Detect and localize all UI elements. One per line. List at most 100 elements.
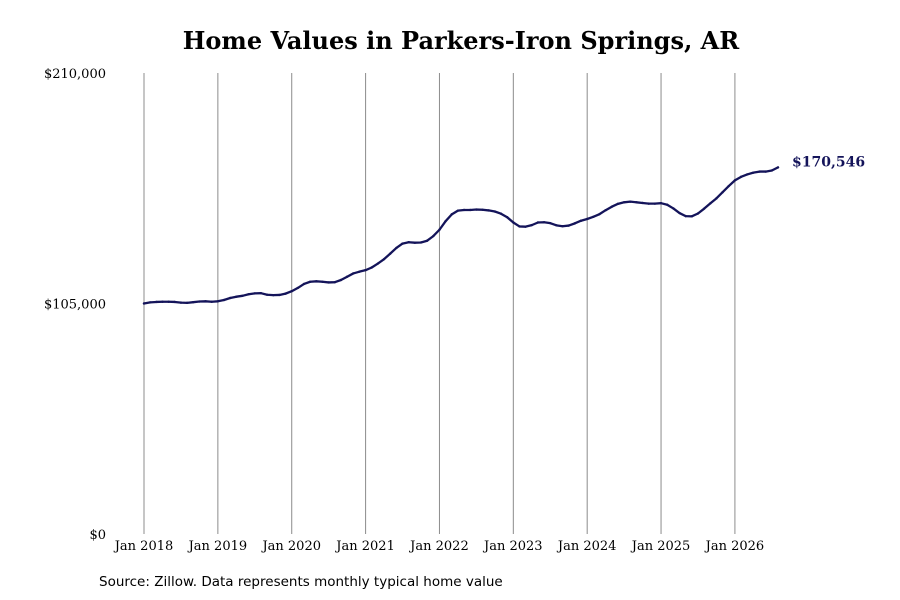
data-point <box>493 210 497 213</box>
data-point <box>776 166 780 169</box>
data-point <box>653 202 657 205</box>
data-point <box>382 257 386 261</box>
data-point <box>216 300 220 303</box>
data-point <box>278 293 281 297</box>
data-point <box>296 286 300 290</box>
data-point <box>407 241 410 244</box>
data-point <box>265 293 269 296</box>
data-point <box>666 203 669 206</box>
data-point <box>456 209 460 212</box>
data-point <box>635 201 638 204</box>
data-point <box>302 282 306 286</box>
data-point <box>469 208 472 212</box>
x-tick-label: Jan 2018 <box>113 539 174 554</box>
home-value-line <box>142 166 780 305</box>
data-point <box>185 301 189 305</box>
data-point <box>604 209 607 212</box>
data-point <box>647 202 650 205</box>
data-point <box>696 212 700 215</box>
x-tick-label: Jan 2025 <box>630 539 691 554</box>
data-point <box>204 300 207 303</box>
data-point <box>721 191 724 194</box>
data-point <box>579 219 583 222</box>
data-point <box>629 200 632 203</box>
data-point <box>567 224 570 227</box>
data-point <box>616 202 620 206</box>
data-point <box>198 300 201 303</box>
y-tick-label: $0 <box>89 528 106 543</box>
x-tick-label: Jan 2024 <box>556 539 617 554</box>
data-point <box>585 217 589 221</box>
data-point <box>450 213 453 216</box>
data-point <box>739 175 743 179</box>
y-tick-label: $210,000 <box>44 67 106 82</box>
data-point <box>752 171 755 174</box>
data-point <box>395 246 398 250</box>
data-point <box>419 241 423 244</box>
data-point <box>241 294 244 298</box>
data-point <box>715 197 718 200</box>
data-point <box>179 301 183 304</box>
data-point <box>444 219 447 223</box>
x-tick-label: Jan 2023 <box>482 539 543 554</box>
data-point <box>376 262 380 265</box>
data-point <box>148 301 152 304</box>
data-point <box>222 298 226 302</box>
data-point <box>370 266 373 269</box>
data-point <box>339 278 343 282</box>
data-point <box>505 216 509 219</box>
data-point <box>610 205 614 208</box>
data-point <box>764 170 767 173</box>
data-point <box>345 275 349 278</box>
data-point <box>475 208 478 211</box>
data-points <box>142 166 780 305</box>
data-point <box>530 223 533 227</box>
y-tick-label: $105,000 <box>44 298 106 313</box>
data-point <box>401 242 404 245</box>
chart-title: Home Values in Parkers-Iron Springs, AR <box>182 26 740 55</box>
data-point <box>746 173 749 176</box>
x-tick-label: Jan 2022 <box>408 539 469 554</box>
data-point <box>518 225 521 228</box>
data-point <box>499 212 503 215</box>
x-tick-label: Jan 2019 <box>187 539 248 554</box>
data-point <box>758 170 761 173</box>
data-point <box>192 300 195 304</box>
source-note: Source: Zillow. Data represents monthly … <box>99 574 503 590</box>
data-point <box>536 221 540 224</box>
data-point <box>659 201 663 205</box>
data-point <box>352 272 355 275</box>
data-point <box>555 224 558 227</box>
data-point <box>573 222 577 225</box>
data-point <box>308 280 312 283</box>
data-point <box>327 281 330 284</box>
data-point <box>524 225 527 228</box>
data-point <box>315 280 318 283</box>
data-point <box>167 300 170 303</box>
data-point <box>487 209 490 212</box>
data-point <box>672 207 675 210</box>
data-point <box>641 201 644 205</box>
data-point <box>290 290 293 293</box>
data-point <box>425 239 429 242</box>
data-point <box>438 228 441 231</box>
data-point <box>512 221 515 224</box>
data-point <box>253 292 256 295</box>
data-point <box>247 293 250 296</box>
data-point <box>364 268 367 272</box>
data-point <box>272 293 275 297</box>
data-point <box>333 281 337 284</box>
data-point <box>709 202 712 205</box>
data-point <box>690 215 694 218</box>
data-point <box>161 300 164 303</box>
data-point <box>727 184 730 188</box>
data-point <box>770 169 774 172</box>
data-point <box>235 295 238 298</box>
data-point <box>733 179 737 182</box>
data-point <box>228 296 232 300</box>
data-point <box>462 208 466 212</box>
data-point <box>321 280 324 283</box>
x-tick-label: Jan 2026 <box>704 539 765 554</box>
data-point <box>702 207 706 210</box>
